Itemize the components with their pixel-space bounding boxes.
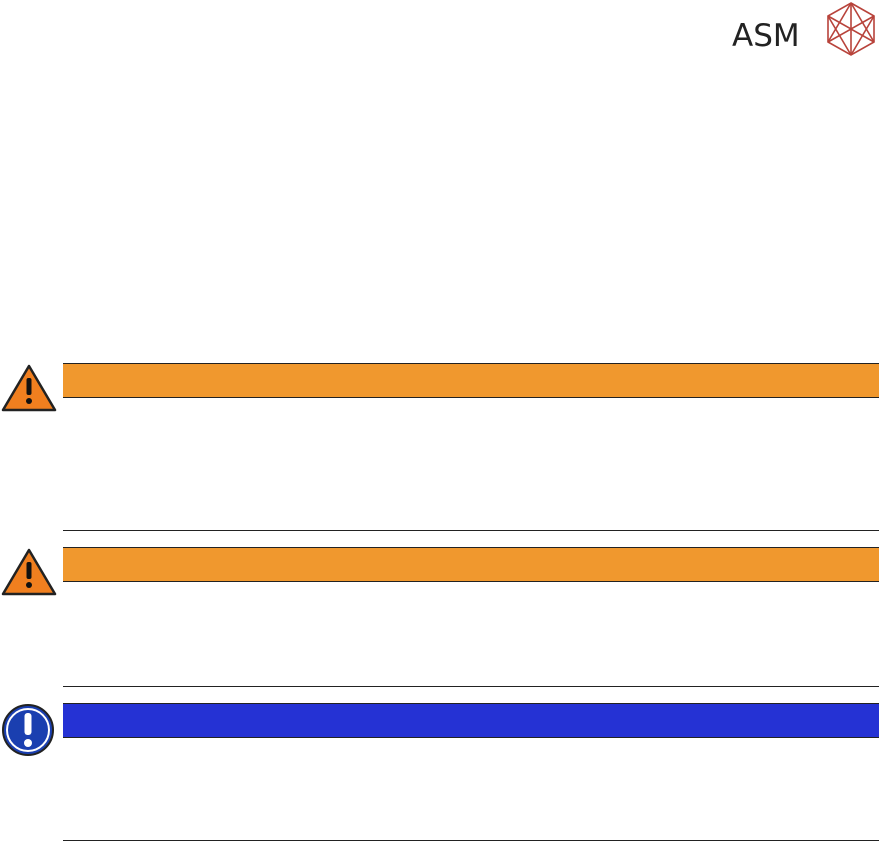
warning-box (1, 363, 879, 531)
notice-box (2, 703, 879, 841)
logo-mark (827, 2, 875, 56)
logo-text: ASM (732, 18, 800, 54)
warning-box (1, 547, 879, 687)
